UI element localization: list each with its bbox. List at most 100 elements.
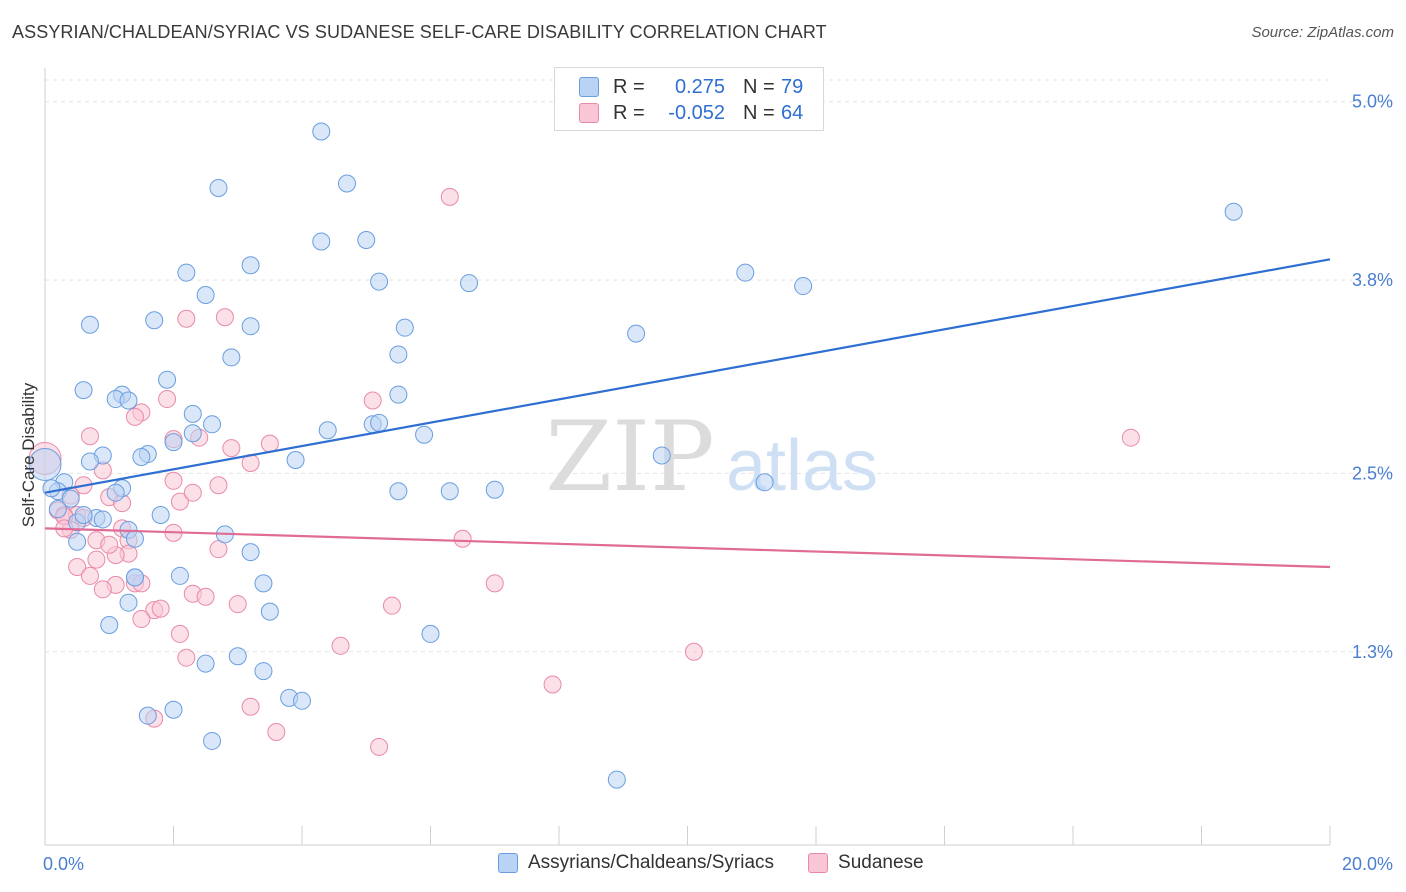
sudanese-point [132, 610, 151, 629]
series-swatch-blue [498, 853, 518, 873]
assyrian-point [183, 424, 202, 443]
assyrian-point [170, 566, 189, 585]
assyrian-point [203, 731, 222, 750]
assyrian-point [485, 480, 504, 499]
sudanese-trend-line [44, 527, 1331, 569]
assyrian-point [337, 174, 356, 193]
assyrian-point [421, 624, 440, 643]
assyrian-point [74, 381, 93, 400]
x-tick-label-max: 20.0% [1342, 854, 1393, 874]
y-axis-label: Self-Care Disability [19, 382, 38, 527]
watermark-zip: ZIP [545, 401, 714, 513]
tick-labels: 1.3% 2.5% 3.8% 5.0% 0.0% 20.0% [43, 92, 1393, 874]
assyrian-point [106, 483, 125, 502]
sudanese-point [370, 737, 389, 756]
sudanese-point [80, 427, 99, 446]
series-legend-item-assyrian[interactable]: Assyrians/Chaldeans/Syriacs [498, 852, 774, 874]
sudanese-point [68, 558, 87, 577]
y-tick-label: 1.3% [1352, 642, 1393, 662]
assyrian-point [209, 178, 228, 197]
sudanese-point [543, 675, 562, 694]
sudanese-point [331, 636, 350, 655]
assyrian-point [389, 385, 408, 404]
sudanese-point [363, 391, 382, 410]
assyrian-point [74, 505, 93, 524]
assyrian-point [138, 706, 157, 725]
source-label: Source: ZipAtlas.com [1251, 24, 1394, 41]
assyrian-point [357, 230, 376, 249]
sudanese-point [196, 587, 215, 606]
assyrian-point [68, 532, 87, 551]
watermark-atlas: atlas [726, 426, 878, 506]
sudanese-point [177, 648, 196, 667]
legend-swatch-pink [579, 103, 599, 123]
assyrian-point [318, 421, 337, 440]
assyrian-point [177, 263, 196, 282]
assyrian-point [164, 433, 183, 452]
legend-n-value-blue: 79 [781, 75, 804, 98]
assyrian-point [460, 274, 479, 293]
sudanese-point [485, 574, 504, 593]
assyrian-trend-line [44, 258, 1331, 494]
sudanese-point [87, 550, 106, 569]
assyrian-point [61, 489, 80, 508]
assyrian-point [241, 543, 260, 562]
series-legend-label: Sudanese [838, 852, 924, 873]
sudanese-point [170, 492, 189, 511]
legend-n-key: N = [743, 101, 775, 124]
y-tick-label: 5.0% [1352, 92, 1393, 112]
assyrian-point [145, 311, 164, 330]
assyrian-point [151, 505, 170, 524]
sudanese-point [177, 309, 196, 328]
assyrian-point [48, 500, 67, 519]
x-tick-label-min: 0.0% [43, 854, 84, 874]
sudanese-point [151, 599, 170, 618]
assyrian-point [395, 318, 414, 337]
sudanese-point [382, 596, 401, 615]
correlation-legend: R = 0.275 N = 79 R = -0.052 N = 64 [554, 67, 824, 131]
sudanese-point [453, 529, 472, 548]
sudanese-point [222, 439, 241, 458]
assyrian-point [119, 593, 138, 612]
assyrian-point [125, 529, 144, 548]
gridlines [45, 79, 1392, 653]
assyrian-point [196, 285, 215, 304]
sudanese-point [125, 407, 144, 426]
assyrian-point [312, 232, 331, 251]
legend-r-value-blue: 0.275 [674, 75, 725, 98]
assyrian-point [389, 345, 408, 364]
legend-r-key: R = [613, 101, 645, 124]
assyrian-point [736, 263, 755, 282]
assyrian-point [293, 691, 311, 710]
series-legend-item-sudanese[interactable]: Sudanese [808, 852, 924, 874]
assyrian-point [222, 348, 241, 367]
legend-r-value-pink: -0.052 [668, 101, 725, 124]
assyrian-point [196, 654, 215, 673]
sudanese-point [215, 308, 234, 327]
assyrian-point [389, 482, 408, 501]
assyrian-point [241, 256, 260, 275]
series-legend-label: Assyrians/Chaldeans/Syriacs [528, 852, 775, 873]
assyrian-point [652, 446, 671, 465]
assyrian-point [794, 277, 813, 296]
assyrian-point [260, 602, 279, 621]
sudanese-point [164, 471, 183, 490]
assyrian-point [228, 647, 247, 666]
watermark: ZIP atlas [545, 401, 878, 513]
assyrian-point [1224, 202, 1243, 221]
assyrian-point [607, 770, 626, 789]
legend-swatch-blue [579, 77, 599, 97]
trend-lines [44, 258, 1331, 569]
sudanese-point [267, 723, 286, 742]
y-tick-label: 2.5% [1352, 463, 1393, 483]
series-swatch-pink [808, 853, 829, 873]
assyrian-point [254, 662, 273, 681]
sudanese-point [93, 580, 112, 599]
assyrian-point [755, 473, 774, 492]
chart-title: ASSYRIAN/CHALDEAN/SYRIAC VS SUDANESE SEL… [12, 22, 827, 42]
series-legend: Assyrians/Chaldeans/Syriacs Sudanese [498, 852, 958, 874]
sudanese-point [684, 642, 703, 661]
assyrian-point [125, 568, 144, 587]
legend-row-pink: R = -0.052 N = 64 [579, 100, 803, 126]
sudanese-point [209, 540, 228, 559]
